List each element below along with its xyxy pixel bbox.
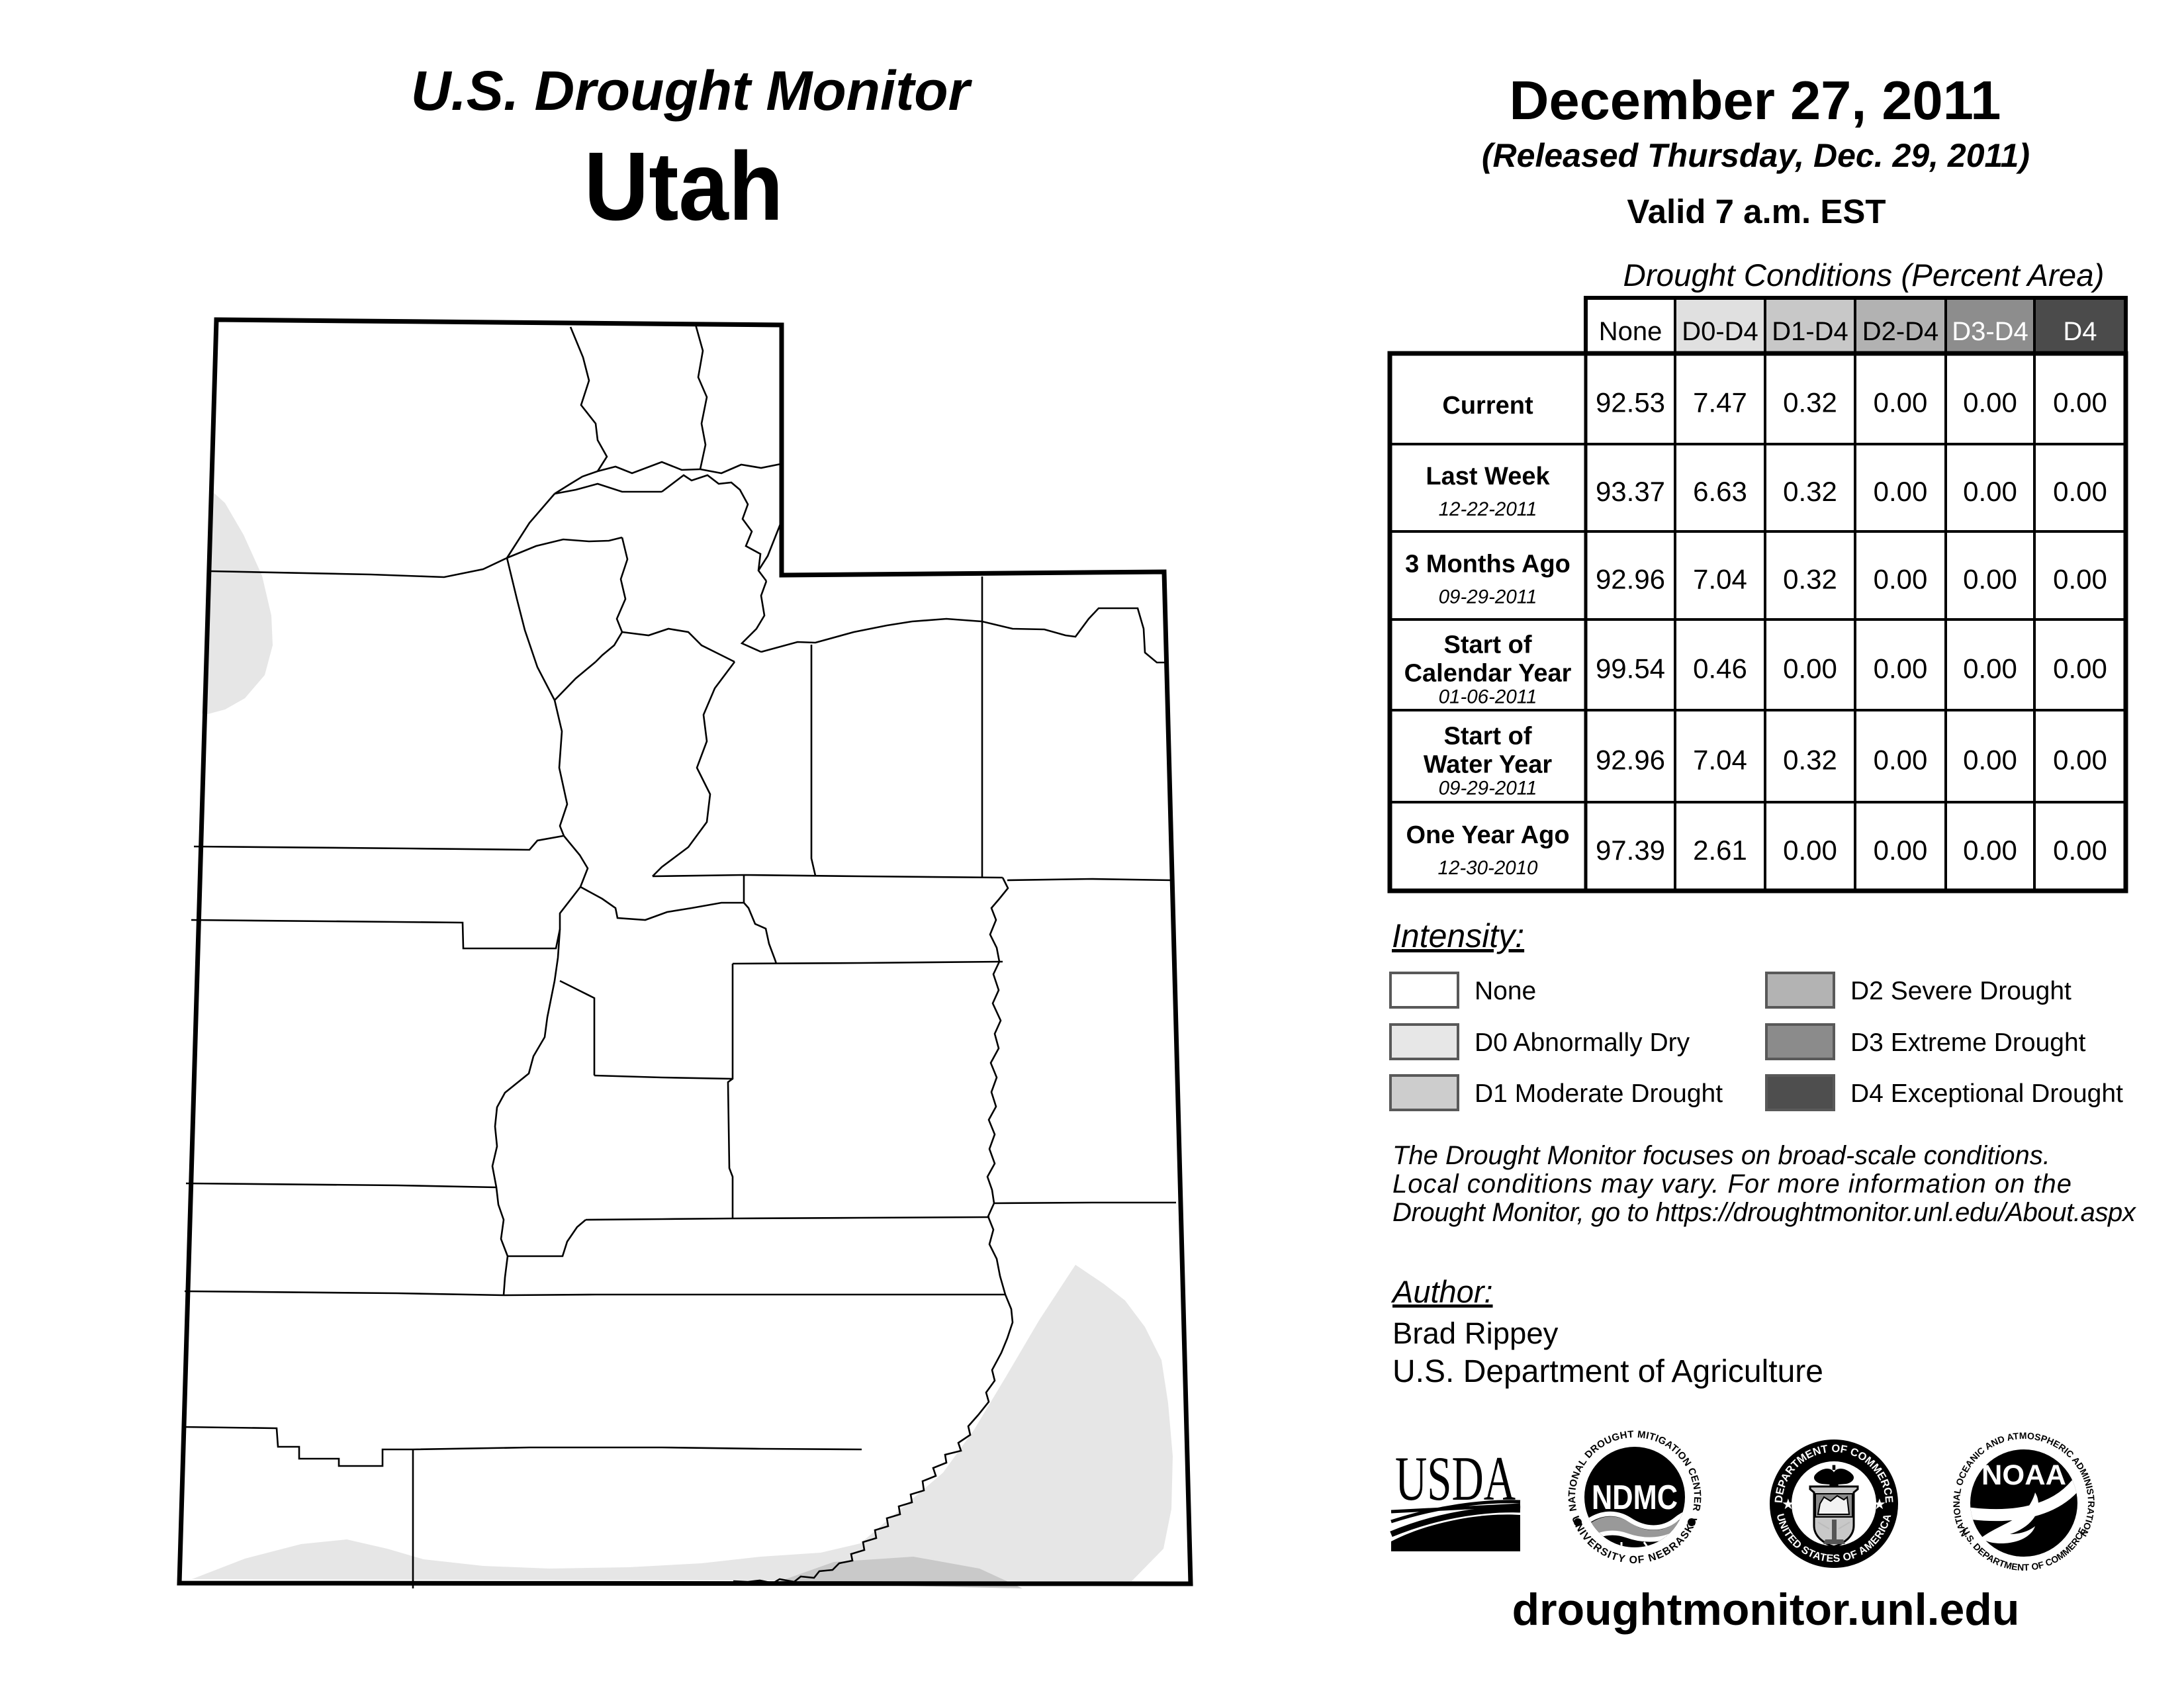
svg-text:0.00: 0.00 — [1963, 564, 2017, 595]
svg-text:D2-D4: D2-D4 — [1862, 317, 1939, 346]
svg-text:D1 Moderate Drought: D1 Moderate Drought — [1475, 1079, 1723, 1108]
svg-text:0.32: 0.32 — [1783, 476, 1837, 507]
svg-text:6.63: 6.63 — [1693, 476, 1747, 507]
svg-text:09-29-2011: 09-29-2011 — [1439, 586, 1537, 608]
svg-text:U.S. Department of Agriculture: U.S. Department of Agriculture — [1392, 1354, 1823, 1389]
svg-text:3 Months Ago: 3 Months Ago — [1405, 551, 1570, 578]
svg-text:0.32: 0.32 — [1783, 564, 1837, 595]
svg-text:Local conditions may vary. For: Local conditions may vary. For more info… — [1392, 1169, 2072, 1199]
svg-text:01-06-2011: 01-06-2011 — [1439, 686, 1537, 708]
svg-text:Start of: Start of — [1444, 723, 1532, 751]
svg-text:0.00: 0.00 — [1874, 387, 1928, 418]
svg-text:0.00: 0.00 — [1963, 745, 2017, 776]
svg-text:12-30-2010: 12-30-2010 — [1438, 857, 1538, 879]
svg-text:0.00: 0.00 — [1963, 835, 2017, 866]
svg-text:0.00: 0.00 — [2053, 653, 2107, 684]
svg-text:99.54: 99.54 — [1596, 653, 1665, 684]
svg-text:0.00: 0.00 — [1874, 835, 1928, 866]
svg-text:0.32: 0.32 — [1783, 745, 1837, 776]
svg-text:One Year Ago: One Year Ago — [1406, 821, 1569, 849]
svg-text:0.00: 0.00 — [1874, 476, 1928, 507]
svg-text:droughtmonitor.unl.edu: droughtmonitor.unl.edu — [1512, 1584, 2020, 1635]
svg-text:7.04: 7.04 — [1693, 745, 1747, 776]
svg-text:92.96: 92.96 — [1596, 745, 1665, 776]
svg-text:D4 Exceptional Drought: D4 Exceptional Drought — [1850, 1079, 2123, 1108]
svg-text:December 27, 2011: December 27, 2011 — [1510, 69, 2001, 131]
svg-text:92.53: 92.53 — [1596, 387, 1665, 418]
svg-text:0.00: 0.00 — [1783, 835, 1837, 866]
svg-text:D4: D4 — [2063, 317, 2097, 346]
svg-text:0.00: 0.00 — [2053, 476, 2107, 507]
svg-text:0.00: 0.00 — [1963, 476, 2017, 507]
svg-text:92.96: 92.96 — [1596, 564, 1665, 595]
svg-text:0.00: 0.00 — [1874, 564, 1928, 595]
svg-text:93.37: 93.37 — [1596, 476, 1665, 507]
svg-text:0.00: 0.00 — [1783, 653, 1837, 684]
svg-text:Start of: Start of — [1444, 631, 1532, 659]
svg-text:Author:: Author: — [1390, 1274, 1493, 1309]
svg-text:None: None — [1475, 977, 1536, 1005]
svg-text:NDMC: NDMC — [1592, 1479, 1678, 1517]
svg-text:NOAA: NOAA — [1981, 1459, 2066, 1491]
svg-text:★: ★ — [1782, 1496, 1795, 1512]
svg-text:0.00: 0.00 — [2053, 835, 2107, 866]
svg-text:D3 Extreme Drought: D3 Extreme Drought — [1850, 1028, 2086, 1057]
svg-text:97.39: 97.39 — [1596, 835, 1665, 866]
svg-text:Drought Monitor, go to https:/: Drought Monitor, go to https://droughtmo… — [1392, 1198, 2137, 1227]
svg-text:The Drought Monitor focuses on: The Drought Monitor focuses on broad-sca… — [1392, 1141, 2050, 1170]
svg-text:★: ★ — [1873, 1496, 1886, 1512]
svg-text:Current: Current — [1442, 392, 1533, 420]
svg-text:0.00: 0.00 — [1963, 653, 2017, 684]
svg-text:0.00: 0.00 — [2053, 745, 2107, 776]
svg-text:None: None — [1599, 317, 1662, 346]
svg-text:Intensity:: Intensity: — [1392, 917, 1524, 954]
svg-text:D2 Severe Drought: D2 Severe Drought — [1850, 977, 2071, 1005]
svg-text:7.47: 7.47 — [1693, 387, 1747, 418]
svg-text:D3-D4: D3-D4 — [1952, 317, 2028, 346]
svg-text:0.00: 0.00 — [1874, 653, 1928, 684]
svg-text:0.32: 0.32 — [1783, 387, 1837, 418]
svg-text:D1-D4: D1-D4 — [1772, 317, 1848, 346]
svg-text:0.46: 0.46 — [1693, 653, 1747, 684]
svg-text:0.00: 0.00 — [1963, 387, 2017, 418]
svg-text:D0-D4: D0-D4 — [1682, 317, 1758, 346]
svg-text:09-29-2011: 09-29-2011 — [1439, 778, 1537, 800]
svg-text:U.S. Drought Monitor: U.S. Drought Monitor — [411, 60, 973, 122]
svg-text:D0 Abnormally Dry: D0 Abnormally Dry — [1475, 1028, 1690, 1057]
svg-text:0.00: 0.00 — [2053, 387, 2107, 418]
svg-text:Brad Rippey: Brad Rippey — [1392, 1316, 1559, 1350]
svg-text:Last Week: Last Week — [1426, 463, 1550, 490]
svg-text:0.00: 0.00 — [1874, 745, 1928, 776]
svg-text:Valid 7 a.m. EST: Valid 7 a.m. EST — [1627, 193, 1886, 230]
svg-text:2.61: 2.61 — [1693, 835, 1747, 866]
svg-text:12-22-2011: 12-22-2011 — [1439, 498, 1537, 520]
svg-text:0.00: 0.00 — [2053, 564, 2107, 595]
svg-text:Water Year: Water Year — [1424, 751, 1553, 779]
svg-text:7.04: 7.04 — [1693, 564, 1747, 595]
svg-text:Utah: Utah — [584, 132, 784, 241]
svg-text:(Released Thursday, Dec. 29, 2: (Released Thursday, Dec. 29, 2011) — [1482, 137, 2030, 174]
svg-text:Drought Conditions (Percent Ar: Drought Conditions (Percent Area) — [1623, 258, 2105, 293]
svg-text:Calendar Year: Calendar Year — [1404, 660, 1572, 688]
